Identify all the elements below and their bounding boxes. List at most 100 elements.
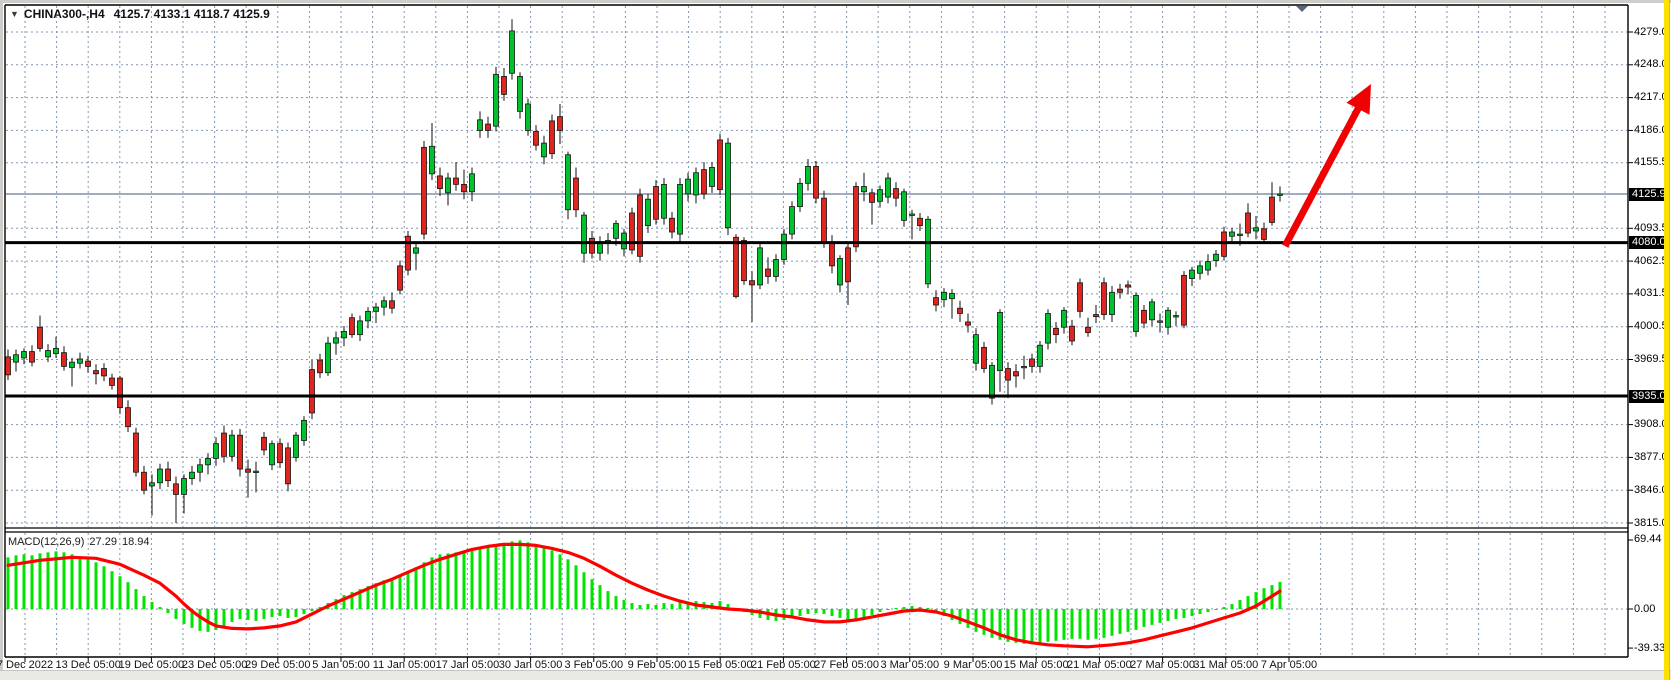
bear-candle — [573, 177, 579, 211]
macd-value: 27.29 — [89, 536, 117, 548]
price-axis-label: 4186.0 — [1634, 123, 1668, 136]
bear-candle — [589, 237, 595, 254]
bear-candle — [1077, 282, 1083, 312]
bull-candle — [725, 142, 731, 229]
bear-candle — [749, 280, 755, 286]
bull-candle — [357, 320, 363, 336]
bull-candle — [189, 471, 195, 479]
price-axis-label: 3877.0 — [1634, 450, 1668, 463]
time-axis-label: 15 Feb 05:00 — [687, 659, 753, 671]
bull-candle — [1253, 227, 1259, 232]
bear-candle — [101, 368, 107, 377]
bear-candle — [421, 146, 427, 235]
bear-candle — [349, 317, 355, 336]
bear-candle — [221, 432, 227, 457]
time-axis-label: 31 Mar 05:00 — [1193, 659, 1259, 671]
bull-candle — [1037, 344, 1043, 367]
bear-candle — [549, 120, 555, 155]
bull-candle — [709, 167, 715, 187]
bull-candle — [805, 165, 811, 184]
bull-candle — [797, 182, 803, 208]
bull-candle — [13, 354, 19, 363]
bull-candle — [1205, 261, 1211, 271]
bear-candle — [165, 468, 171, 482]
trend-arrow-shaft[interactable] — [1281, 105, 1363, 248]
bull-candle — [973, 334, 979, 364]
bear-candle — [1013, 371, 1019, 377]
bear-candle — [485, 123, 491, 131]
bull-candle — [525, 103, 531, 131]
bear-candle — [1029, 358, 1035, 367]
time-axis-label: 3 Feb 05:00 — [564, 659, 624, 671]
level-price-label: 3935.0 — [1629, 389, 1669, 403]
bear-candle — [125, 407, 131, 428]
bull-candle — [229, 434, 235, 457]
bull-candle — [213, 443, 219, 459]
price-axis-label: 4093.5 — [1634, 221, 1668, 234]
bull-candle — [1229, 231, 1235, 237]
time-axis-label: 11 Jan 05:00 — [372, 659, 436, 671]
time-axis-label: 9 Feb 05:00 — [627, 659, 687, 671]
bull-candle — [877, 189, 883, 202]
bear-candle — [237, 434, 243, 470]
bull-candle — [1133, 295, 1139, 332]
bear-candle — [1221, 231, 1227, 257]
time-axis-label: 21 Mar 05:00 — [1066, 659, 1132, 671]
bull-candle — [1197, 265, 1203, 274]
bear-candle — [1069, 325, 1075, 342]
bear-candle — [1101, 282, 1107, 315]
bear-candle — [37, 326, 43, 349]
bull-candle — [45, 350, 51, 358]
bear-candle — [93, 370, 99, 375]
bull-candle — [333, 337, 339, 344]
time-axis-label: 21 Feb 05:00 — [750, 659, 816, 671]
bull-candle — [21, 351, 27, 359]
time-axis-label: 5 Jan 05:00 — [312, 659, 370, 671]
bull-candle — [997, 312, 1003, 372]
bull-candle — [989, 364, 995, 399]
trend-arrow-head[interactable] — [1346, 84, 1372, 115]
bull-candle — [1165, 309, 1171, 328]
ohlc-values: 4125.7 4133.1 4118.7 4125.9 — [113, 7, 270, 21]
bull-candle — [197, 464, 203, 473]
symbol-dropdown-icon[interactable]: ▼ — [10, 9, 19, 19]
bull-candle — [941, 291, 947, 301]
bull-candle — [621, 232, 627, 250]
bear-candle — [5, 356, 11, 376]
bear-candle — [1085, 326, 1091, 333]
bull-candle — [429, 145, 435, 175]
time-axis-label: 15 Mar 05:00 — [1003, 659, 1069, 671]
time-axis-label: 30 Jan 05:00 — [498, 659, 563, 671]
time-axis-label: 13 Dec 05:00 — [55, 659, 121, 671]
bear-candle — [85, 360, 91, 367]
bull-candle — [693, 172, 699, 196]
bear-candle — [1269, 196, 1275, 223]
time-axis-label: 3 Mar 05:00 — [880, 659, 940, 671]
price-axis-label: 4031.5 — [1634, 287, 1668, 300]
bull-candle — [445, 177, 451, 194]
bull-candle — [1237, 233, 1243, 236]
bull-candle — [901, 191, 907, 221]
chart-shift-marker-icon[interactable] — [1296, 6, 1308, 12]
bull-candle — [861, 186, 867, 193]
bull-candle — [373, 306, 379, 312]
price-axis-label: 4279.0 — [1634, 25, 1668, 38]
bear-candle — [245, 468, 251, 473]
bear-candle — [717, 139, 723, 191]
current-price-label: 4125.9 — [1629, 187, 1669, 201]
bull-candle — [181, 478, 187, 495]
bull-candle — [293, 434, 299, 458]
bear-candle — [741, 240, 747, 282]
bull-candle — [381, 300, 387, 308]
level-price-label: 4080.0 — [1629, 236, 1669, 250]
window-left-border — [0, 0, 3, 680]
bear-candle — [853, 186, 859, 248]
bull-candle — [149, 482, 155, 487]
price-axis-label: 4000.5 — [1634, 320, 1668, 333]
bull-candle — [781, 233, 787, 260]
bull-candle — [837, 258, 843, 286]
bull-candle — [53, 348, 59, 355]
bear-candle — [765, 268, 771, 277]
